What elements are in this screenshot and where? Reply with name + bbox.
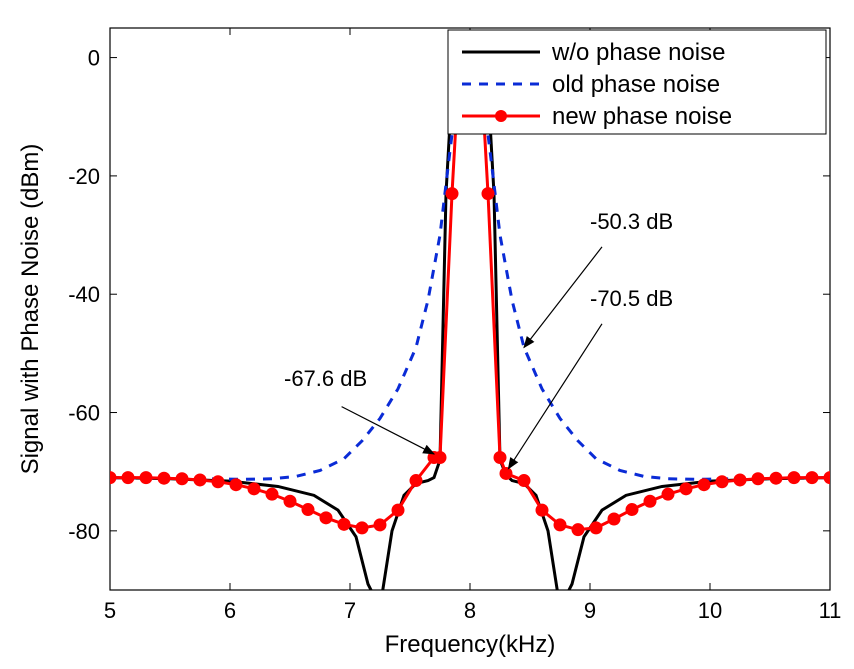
series-new-phase-noise-marker bbox=[158, 472, 170, 484]
series-new-phase-noise-marker bbox=[626, 504, 638, 516]
series-new-phase-noise-marker bbox=[374, 519, 386, 531]
x-tick-label: 11 bbox=[819, 598, 842, 623]
y-tick-label: -80 bbox=[68, 519, 100, 544]
y-axis-label: Signal with Phase Noise (dBm) bbox=[17, 144, 44, 475]
series-new-phase-noise-marker bbox=[554, 519, 566, 531]
series-new-phase-noise-marker bbox=[140, 472, 152, 484]
series-new-phase-noise-marker bbox=[770, 472, 782, 484]
series-new-phase-noise-marker bbox=[788, 472, 800, 484]
x-tick-label: 6 bbox=[224, 598, 236, 623]
series-new-phase-noise-marker bbox=[320, 512, 332, 524]
series-new-phase-noise-marker bbox=[752, 473, 764, 485]
series-new-phase-noise-marker bbox=[572, 524, 584, 536]
series-new-phase-noise-marker bbox=[806, 472, 818, 484]
chart-svg: 5 6 7 8 9 10 11 -80 -60 -40 -20 0 Frequency(kHz) Sign… bbox=[0, 0, 854, 669]
legend-marker-2 bbox=[495, 110, 507, 122]
legend-label-1: old phase noise bbox=[552, 71, 720, 98]
series-new-phase-noise-marker bbox=[266, 488, 278, 500]
series-new-phase-noise-marker bbox=[392, 504, 404, 516]
series-new-phase-noise-marker bbox=[536, 504, 548, 516]
series-new-phase-noise-marker bbox=[338, 518, 350, 530]
series-new-phase-noise-marker bbox=[446, 188, 458, 200]
series-new-phase-noise-marker bbox=[410, 475, 422, 487]
series-new-phase-noise-marker bbox=[284, 495, 296, 507]
series-new-phase-noise-marker bbox=[356, 522, 368, 534]
series-new-phase-noise-marker bbox=[494, 451, 506, 463]
y-tick-label: -40 bbox=[68, 282, 100, 307]
y-tick-label: -20 bbox=[68, 164, 100, 189]
series-new-phase-noise-marker bbox=[518, 475, 530, 487]
series-new-phase-noise-marker bbox=[248, 483, 260, 495]
series-new-phase-noise-marker bbox=[434, 451, 446, 463]
x-tick-label: 8 bbox=[464, 598, 476, 623]
annotation-label-0: -67.6 dB bbox=[284, 366, 367, 391]
series-new-phase-noise-marker bbox=[230, 479, 242, 491]
series-new-phase-noise-marker bbox=[644, 495, 656, 507]
series-new-phase-noise-marker bbox=[662, 488, 674, 500]
x-tick-label: 10 bbox=[698, 598, 722, 623]
series-new-phase-noise-marker bbox=[590, 522, 602, 534]
series-new-phase-noise-marker bbox=[176, 473, 188, 485]
y-tick-label: 0 bbox=[88, 46, 100, 71]
legend-label-2: new phase noise bbox=[552, 103, 732, 130]
x-tick-label: 9 bbox=[584, 598, 596, 623]
annotation-label-1: -50.3 dB bbox=[590, 209, 673, 234]
series-new-phase-noise-marker bbox=[680, 483, 692, 495]
series-new-phase-noise-marker bbox=[122, 472, 134, 484]
series-new-phase-noise-marker bbox=[608, 513, 620, 525]
annotation-label-2: -70.5 dB bbox=[590, 286, 673, 311]
x-tick-label: 5 bbox=[104, 598, 116, 623]
y-tick-label: -60 bbox=[68, 401, 100, 426]
x-axis-label: Frequency(kHz) bbox=[385, 631, 556, 658]
legend-label-0: w/o phase noise bbox=[551, 39, 725, 66]
series-new-phase-noise-marker bbox=[212, 476, 224, 488]
phase-noise-chart: 5 6 7 8 9 10 11 -80 -60 -40 -20 0 Frequency(kHz) Sign… bbox=[0, 0, 854, 669]
x-tick-label: 7 bbox=[344, 598, 356, 623]
series-new-phase-noise-marker bbox=[698, 479, 710, 491]
series-new-phase-noise-marker bbox=[734, 474, 746, 486]
series-new-phase-noise-marker bbox=[482, 188, 494, 200]
series-new-phase-noise-marker bbox=[194, 474, 206, 486]
series-new-phase-noise-marker bbox=[302, 504, 314, 516]
series-new-phase-noise-marker bbox=[716, 476, 728, 488]
series-new-phase-noise-marker bbox=[500, 467, 512, 479]
